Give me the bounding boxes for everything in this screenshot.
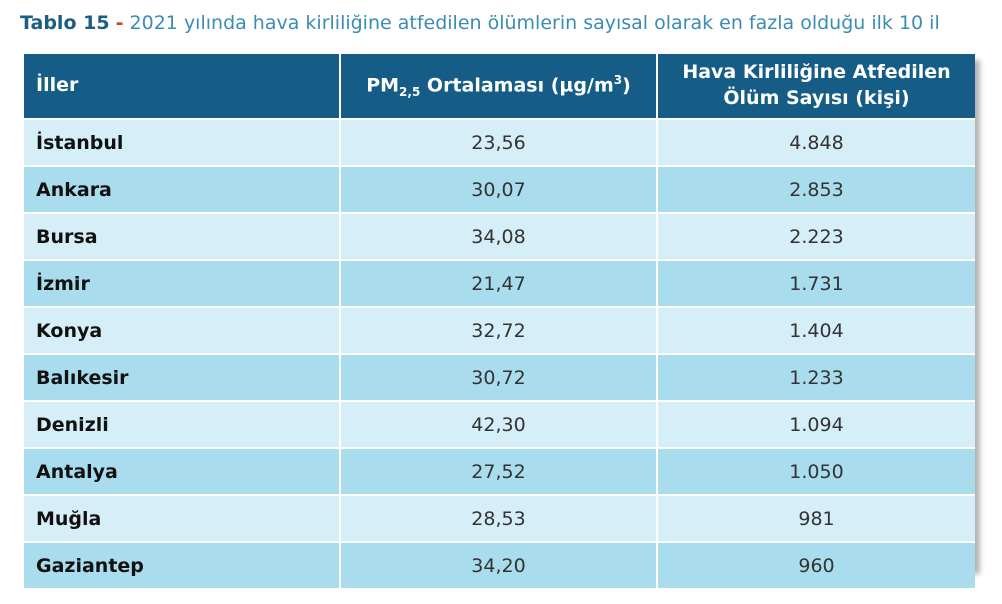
cell-pm: 27,52 xyxy=(340,447,658,495)
cell-city: İzmir xyxy=(24,259,341,307)
cell-pm: 30,07 xyxy=(340,165,658,213)
cell-city: İstanbul xyxy=(24,118,341,166)
cell-city: Konya xyxy=(24,306,341,354)
table-caption: Tablo 15 - 2021 yılında hava kirliliğine… xyxy=(20,12,940,34)
caption-text: 2021 yılında hava kirliliğine atfedilen … xyxy=(129,12,940,34)
cell-pm: 23,56 xyxy=(340,118,658,166)
table-row: İzmir 21,47 1.731 xyxy=(24,259,975,307)
header-pm-prefix: PM xyxy=(366,74,400,97)
table-row: Ankara 30,07 2.853 xyxy=(24,165,975,213)
table-row: Balıkesir 30,72 1.233 xyxy=(24,353,975,401)
cell-deaths: 1.094 xyxy=(657,400,975,448)
cell-deaths: 981 xyxy=(657,494,975,542)
header-pm-subscript: 2,5 xyxy=(399,84,421,99)
cell-pm: 34,08 xyxy=(340,212,658,260)
cell-pm: 21,47 xyxy=(340,259,658,307)
table-row: Bursa 34,08 2.223 xyxy=(24,212,975,260)
cell-deaths: 4.848 xyxy=(657,118,975,166)
caption-label: Tablo 15 xyxy=(20,12,110,34)
header-city: İller xyxy=(24,54,341,119)
cell-deaths: 2.853 xyxy=(657,165,975,213)
cell-pm: 34,20 xyxy=(340,541,658,588)
table-row: İstanbul 23,56 4.848 xyxy=(24,118,975,166)
cell-deaths: 1.233 xyxy=(657,353,975,401)
table-row: Gaziantep 34,20 960 xyxy=(24,541,975,588)
table-row: Antalya 27,52 1.050 xyxy=(24,447,975,495)
cell-city: Bursa xyxy=(24,212,341,260)
cell-pm: 32,72 xyxy=(340,306,658,354)
cell-city: Muğla xyxy=(24,494,341,542)
caption-separator: - xyxy=(115,12,124,34)
air-pollution-table: İller PM2,5 Ortalaması (µg/m3) Hava Kirl… xyxy=(24,54,975,588)
header-pm-suffix: ) xyxy=(622,74,631,97)
data-table-container: İller PM2,5 Ortalaması (µg/m3) Hava Kirl… xyxy=(24,54,975,588)
cell-deaths: 1.404 xyxy=(657,306,975,354)
table-row: Konya 32,72 1.404 xyxy=(24,306,975,354)
header-pm25: PM2,5 Ortalaması (µg/m3) xyxy=(340,54,658,119)
cell-city: Balıkesir xyxy=(24,353,341,401)
cell-city: Antalya xyxy=(24,447,341,495)
cell-pm: 28,53 xyxy=(340,494,658,542)
cell-deaths: 2.223 xyxy=(657,212,975,260)
header-deaths: Hava Kirliliğine Atfedilen Ölüm Sayısı (k… xyxy=(657,54,975,119)
cell-deaths: 1.731 xyxy=(657,259,975,307)
cell-city: Ankara xyxy=(24,165,341,213)
header-row: İller PM2,5 Ortalaması (µg/m3) Hava Kirl… xyxy=(24,54,975,119)
header-pm-middle: Ortalaması (µg/m xyxy=(420,74,614,97)
cell-deaths: 960 xyxy=(657,541,975,588)
header-pm-superscript: 3 xyxy=(613,72,623,87)
cell-city: Denizli xyxy=(24,400,341,448)
cell-deaths: 1.050 xyxy=(657,447,975,495)
header-deaths-line2: Ölüm Sayısı (kişi) xyxy=(723,87,910,109)
table-row: Muğla 28,53 981 xyxy=(24,494,975,542)
cell-city: Gaziantep xyxy=(24,541,341,588)
table-row: Denizli 42,30 1.094 xyxy=(24,400,975,448)
cell-pm: 30,72 xyxy=(340,353,658,401)
cell-pm: 42,30 xyxy=(340,400,658,448)
header-deaths-line1: Hava Kirliliğine Atfedilen xyxy=(682,61,951,84)
